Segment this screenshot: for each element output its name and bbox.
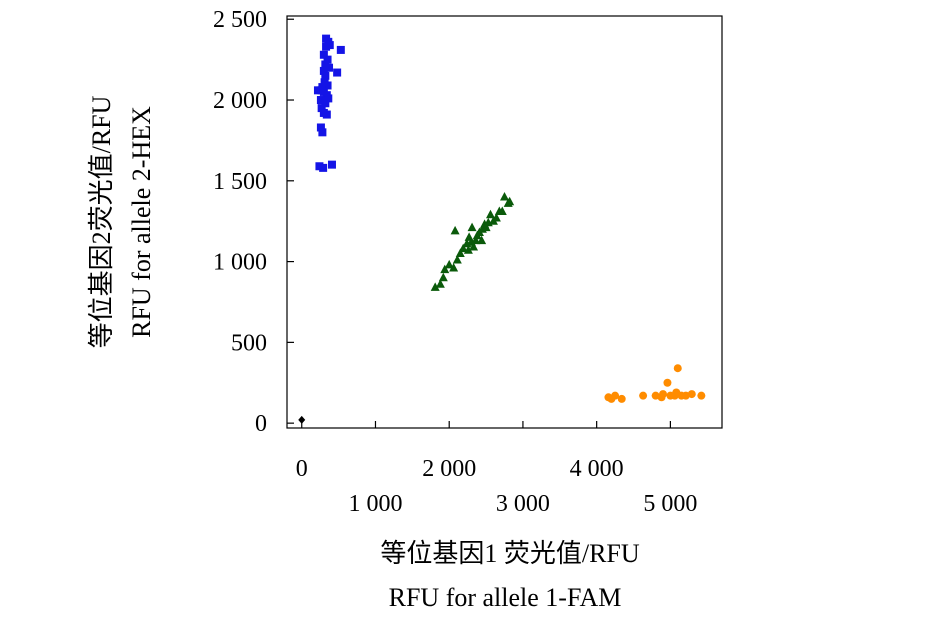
x-tick-label: 0 xyxy=(296,456,308,482)
data-point-triangle xyxy=(444,259,454,269)
data-point-square xyxy=(319,50,328,59)
data-point-triangle xyxy=(471,235,481,245)
data-point-square xyxy=(333,68,342,77)
data-point-square xyxy=(323,55,332,64)
data-points xyxy=(298,34,706,424)
data-point-square xyxy=(319,163,328,172)
data-point-triangle xyxy=(481,222,491,232)
data-point-triangle xyxy=(500,191,509,201)
data-point-diamond xyxy=(298,415,306,424)
x-axis-title-cn: 等位基因1 荧光值/RFU xyxy=(380,539,640,568)
data-point-square xyxy=(323,81,332,90)
data-point-circle xyxy=(673,364,682,373)
x-tick-label: 3 000 xyxy=(496,491,550,517)
data-point-square xyxy=(327,160,336,169)
data-point-triangle xyxy=(469,242,479,251)
x-tick-label: 5 000 xyxy=(643,491,697,517)
data-point-triangle xyxy=(450,225,460,235)
x-axis-title-en: RFU for allele 1-FAM xyxy=(389,583,622,612)
data-point-circle xyxy=(687,390,696,399)
data-point-circle xyxy=(617,394,626,403)
y-tick-label: 1 000 xyxy=(213,250,267,276)
data-point-triangle xyxy=(463,245,473,254)
x-axis: 0 1 000 2 000 3 000 4 000 5 000 xyxy=(296,421,697,517)
data-point-square xyxy=(324,94,333,103)
data-point-square xyxy=(321,99,330,108)
data-point-triangle xyxy=(455,248,465,258)
data-point-circle xyxy=(659,390,668,399)
x-tick-label: 2 000 xyxy=(422,456,476,482)
data-point-triangle xyxy=(452,254,462,264)
data-point-square xyxy=(317,104,326,113)
data-point-circle xyxy=(697,391,706,400)
data-point-circle xyxy=(663,378,672,387)
data-point-triangle xyxy=(485,209,495,219)
x-tick-label: 1 000 xyxy=(348,491,402,517)
data-point-triangle xyxy=(438,272,448,282)
y-tick-label: 500 xyxy=(231,330,267,356)
y-axis-title-cn: 等位基因2荧光值/RFU xyxy=(87,95,116,348)
y-tick-label: 2 000 xyxy=(213,88,267,114)
data-point-triangle xyxy=(440,264,450,274)
data-point-square xyxy=(319,66,328,75)
y-tick-label: 0 xyxy=(255,411,267,437)
data-point-square xyxy=(316,96,325,105)
data-point-triangle xyxy=(435,279,445,288)
data-point-square xyxy=(318,128,327,137)
data-point-circle xyxy=(611,391,620,400)
data-point-square xyxy=(321,71,330,80)
y-tick-label: 2 500 xyxy=(213,7,267,33)
data-point-square xyxy=(325,63,334,72)
data-point-triangle xyxy=(477,235,487,245)
data-point-triangle xyxy=(467,222,477,232)
data-point-triangle xyxy=(449,263,459,272)
plot-frame xyxy=(286,15,723,429)
data-point-triangle xyxy=(491,212,501,222)
data-point-triangle xyxy=(505,196,515,206)
data-point-circle xyxy=(639,391,648,400)
data-point-square xyxy=(322,110,331,119)
data-point-triangle xyxy=(497,206,507,215)
y-axis: 0 500 1 000 1 500 2 000 2 500 xyxy=(213,7,294,437)
data-point-triangle xyxy=(458,243,468,253)
x-tick-label: 4 000 xyxy=(570,456,624,482)
data-point-triangle xyxy=(430,282,440,291)
y-axis-title-en: RFU for allele 2-HEX xyxy=(127,106,156,338)
data-point-square xyxy=(325,41,334,50)
data-point-square xyxy=(316,123,325,132)
y-tick-label: 1 500 xyxy=(213,169,267,195)
data-point-square xyxy=(336,45,345,54)
